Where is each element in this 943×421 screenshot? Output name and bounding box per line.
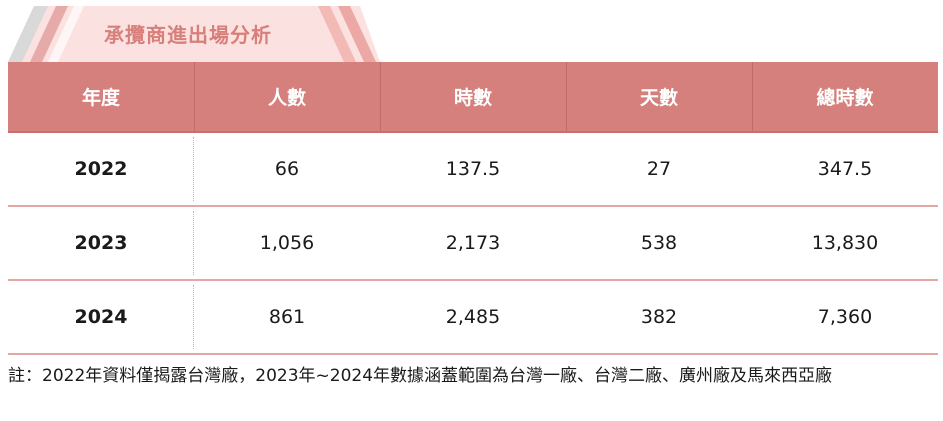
table-row: 2023 1,056 2,173 538 13,830 [8, 207, 938, 281]
title-tab-shape [8, 6, 380, 62]
header-year: 年度 [81, 87, 120, 109]
table-header: 年度 人數 時數 天數 總時數 [8, 62, 938, 133]
header-hours: 時數 [380, 62, 566, 131]
table-row: 2024 861 2,485 382 7,360 [8, 281, 938, 355]
cell-year: 2024 [8, 281, 194, 353]
cell-hours: 137.5 [445, 158, 501, 180]
contractor-table: 年度 人數 時數 天數 總時數 2022 66 137.5 27 347.5 2… [8, 62, 938, 355]
footnote: 註：2022年資料僅揭露台灣廠，2023年~2024年數據涵蓋範圍為台灣一廠、台… [8, 366, 833, 386]
cell-headcount: 66 [274, 158, 300, 180]
cell-days: 538 [640, 232, 678, 254]
section-title-tab: 承攬商進出場分析 [8, 6, 380, 62]
cell-year: 2023 [8, 207, 194, 279]
section-title: 承攬商進出場分析 [104, 23, 272, 47]
cell-hours: 2,485 [445, 306, 501, 328]
cell-headcount: 1,056 [259, 232, 315, 254]
cell-headcount: 861 [268, 306, 306, 328]
header-total-hours: 總時數 [752, 62, 938, 131]
table-row: 2022 66 137.5 27 347.5 [8, 133, 938, 207]
header-days: 天數 [566, 62, 752, 131]
cell-total-hours: 13,830 [811, 232, 879, 254]
cell-hours: 2,173 [445, 232, 501, 254]
cell-year: 2022 [8, 133, 194, 205]
header-headcount: 人數 [194, 62, 380, 131]
cell-total-hours: 347.5 [817, 158, 873, 180]
cell-total-hours: 7,360 [817, 306, 873, 328]
cell-days: 382 [640, 306, 678, 328]
cell-days: 27 [646, 158, 672, 180]
